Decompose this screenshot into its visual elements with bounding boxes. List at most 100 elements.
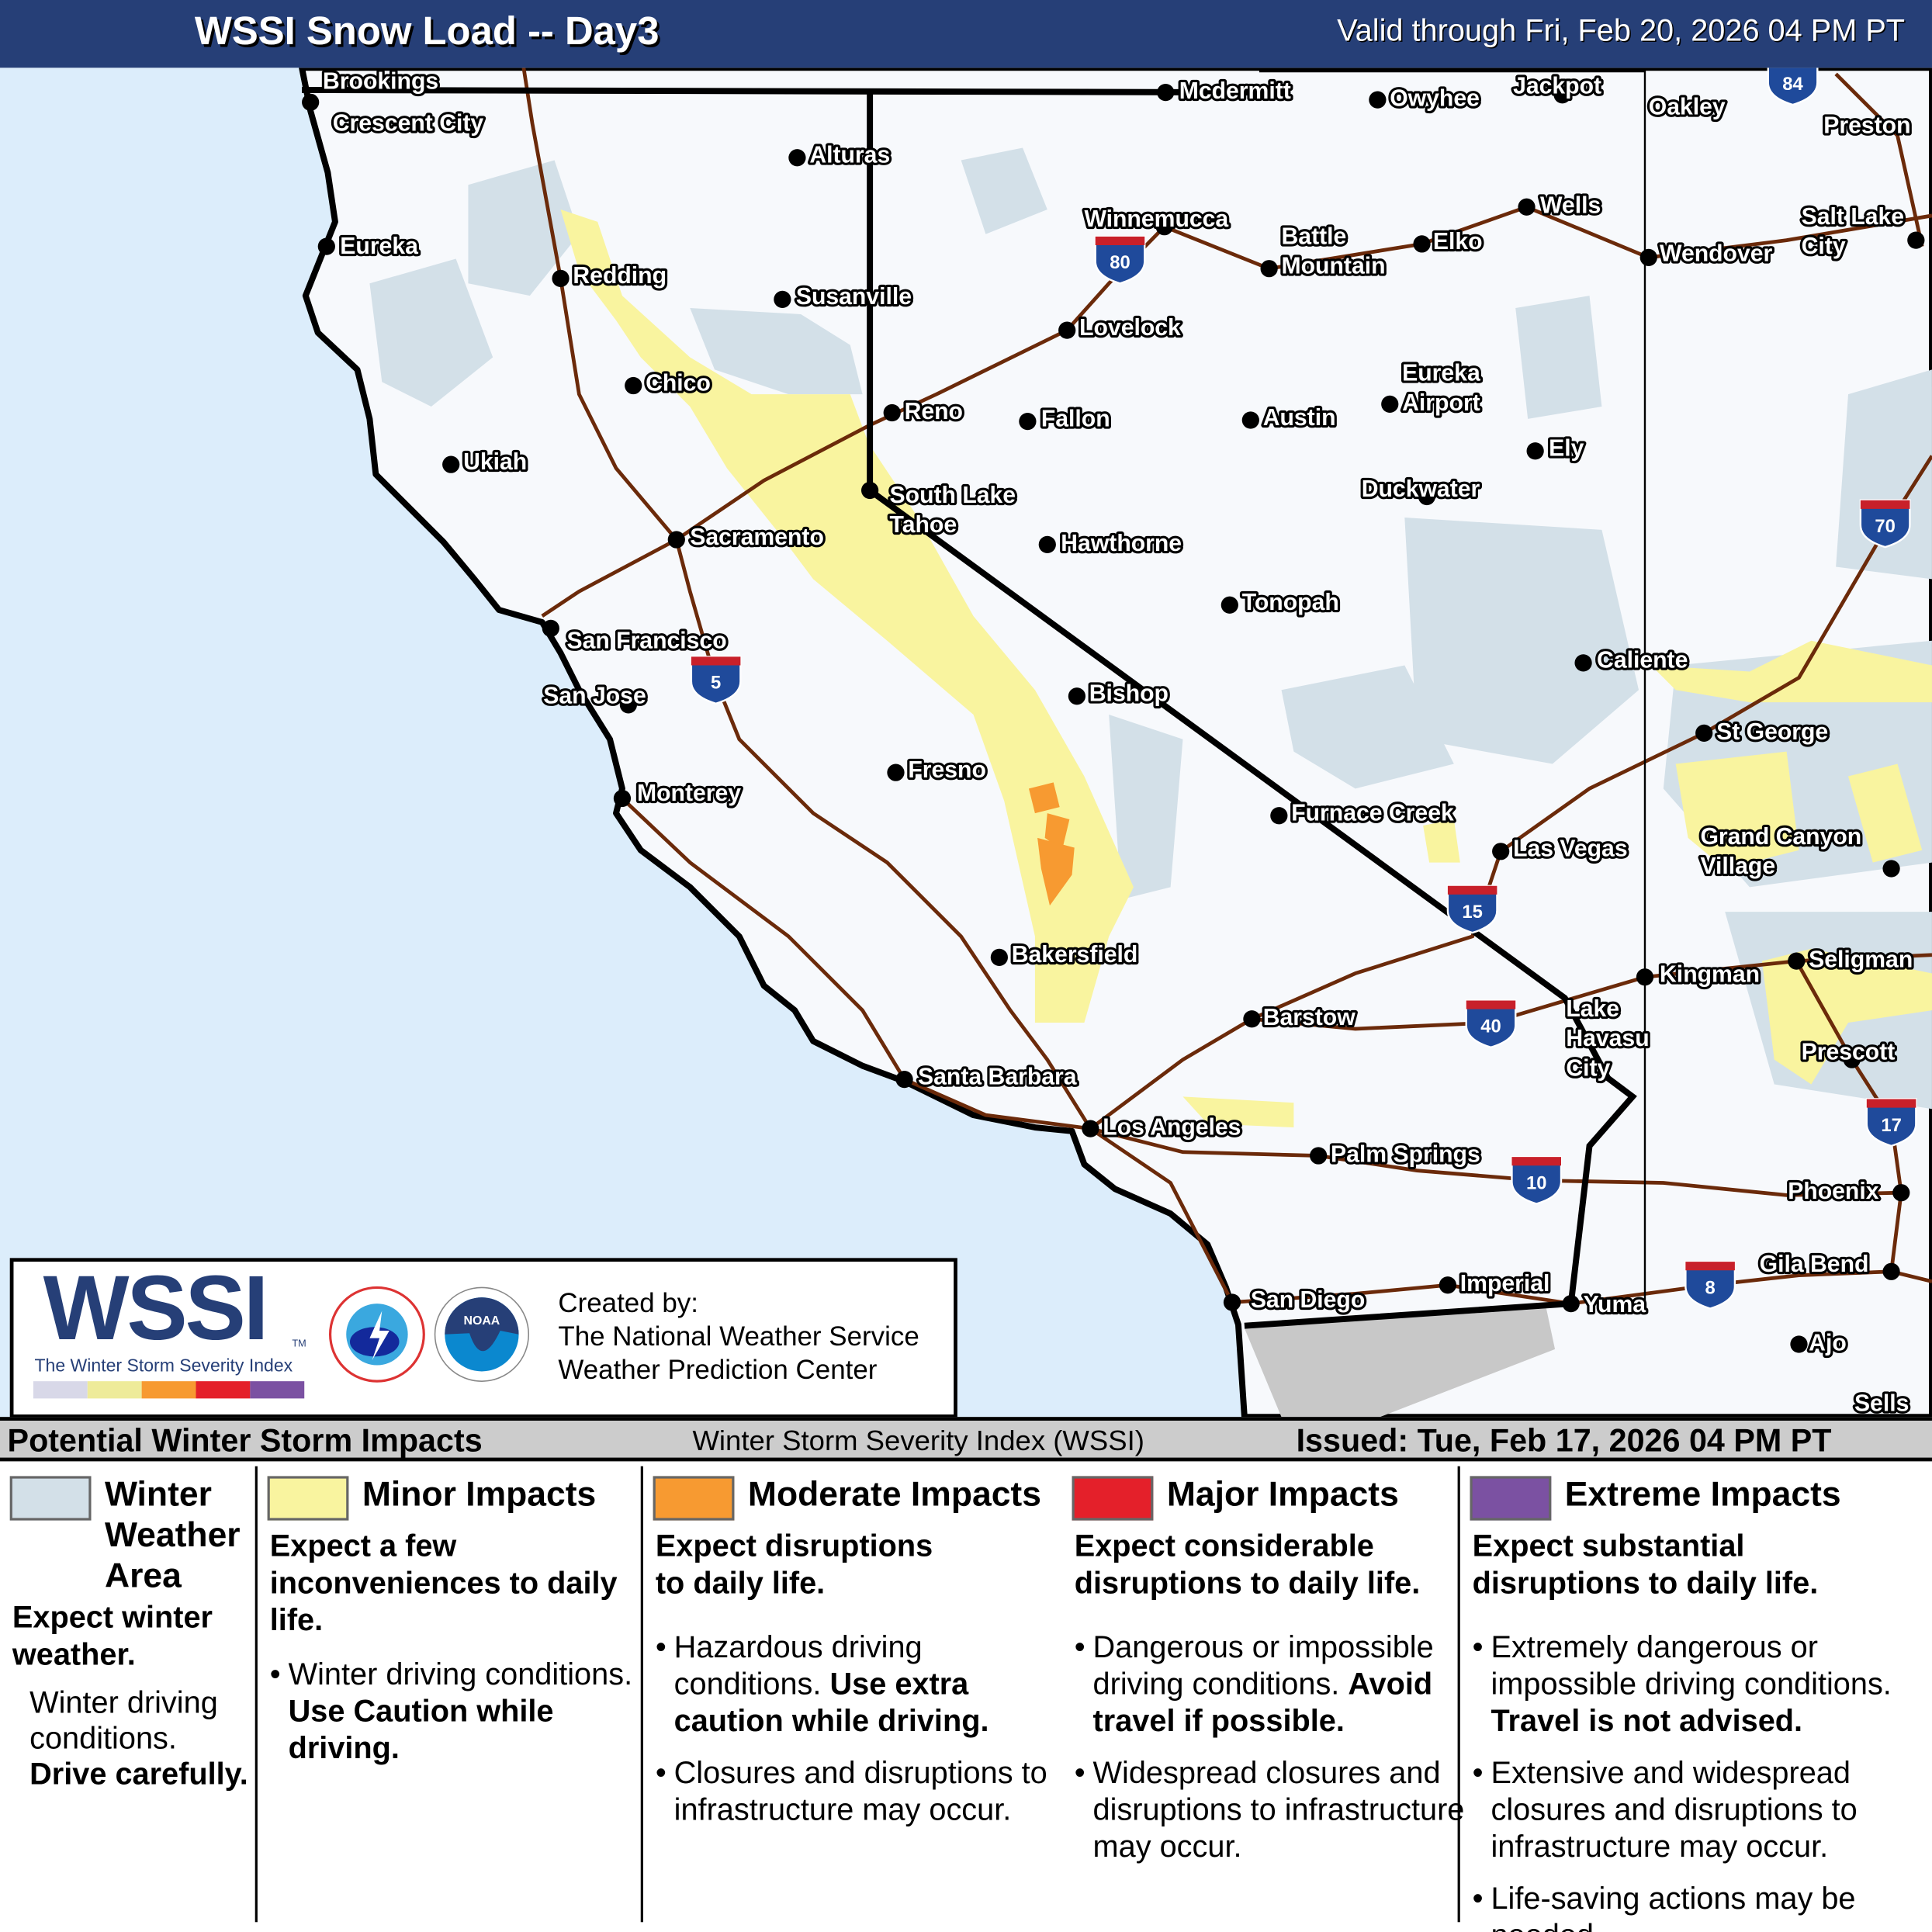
city-san-jose: San Jose — [541, 681, 649, 714]
legend-column: Expect a few inconveniences to daily life.… — [270, 1528, 639, 1767]
heading-line: to daily life. — [655, 1566, 826, 1601]
city-san-diego: San Diego — [1223, 1285, 1367, 1315]
bullet-icon: • — [1074, 1629, 1085, 1665]
city-dot — [1695, 724, 1713, 742]
city-dot — [667, 531, 685, 549]
map: 84 80 70 5 15 40 17 10 8 Brookings Crescent City A… — [0, 68, 1932, 1418]
city-label: Ukiah — [463, 449, 527, 475]
wssi-logo: WSSI — [43, 1256, 269, 1359]
heading-line: disruptions to daily life. — [1074, 1566, 1421, 1601]
noaa-seal-text: NOAA — [464, 1314, 500, 1328]
heading-line: Expect considerable — [1074, 1529, 1374, 1564]
legend-text: Winter driving conditions. Drive carefully… — [29, 1685, 254, 1792]
bullet-icon: • — [1472, 1755, 1484, 1791]
city-dot — [1223, 1293, 1241, 1311]
city-kingman: Kingman — [1657, 952, 1806, 990]
city-dot — [1907, 231, 1925, 249]
city-dot — [1526, 442, 1544, 460]
legend-title-bar: Potential Winter Storm Impacts Winter St… — [0, 1417, 1932, 1462]
city-label: Santa Barbara — [918, 1064, 1077, 1089]
legend-column: Expect considerable disruptions to daily … — [1075, 1528, 1466, 1865]
legend-swatch — [267, 1476, 349, 1521]
city-label: Gila Bend — [1760, 1252, 1869, 1277]
city-label: Barstow — [1263, 1005, 1356, 1030]
city-dot — [861, 481, 879, 500]
legend-category-title: Minor Impacts — [362, 1473, 596, 1514]
city-label: San Francisco — [566, 628, 726, 653]
city-label: San Jose — [543, 684, 646, 709]
city-san-francisco: San Francisco — [542, 619, 729, 656]
city-label: San Diego — [1251, 1287, 1365, 1313]
legend-text-bold: Drive carefully. — [29, 1757, 248, 1792]
city-lovelock: Lovelock — [1058, 313, 1183, 343]
heading-line: weather. — [12, 1637, 136, 1672]
legend-bullet: • Winter driving conditions. Use Caution … — [270, 1656, 639, 1767]
city-reno: Reno — [883, 396, 965, 427]
city-yuma: Yuma — [1562, 1290, 1648, 1320]
minor-impact-areas — [560, 209, 1932, 1128]
city-ukiah: Ukiah — [442, 447, 529, 477]
legend-bullet: •Life-saving actions may be needed. — [1473, 1880, 1932, 1932]
interstate-shields: 84 80 70 5 15 40 17 10 8 — [690, 68, 1917, 1310]
legend-column: Expect disruptions to daily life. • Hazardo… — [656, 1528, 1068, 1828]
legend-category-title: Major Impacts — [1167, 1473, 1399, 1514]
city-dot — [774, 290, 791, 308]
city-dot — [1882, 1262, 1900, 1280]
city-bakersfield: Bakersfield — [990, 940, 1141, 970]
wssi-color-bar — [33, 1381, 305, 1399]
interstate-40-shield-icon: 40 — [1465, 999, 1517, 1049]
city-dot — [1439, 1276, 1457, 1294]
title-line: Weather — [104, 1515, 241, 1554]
city-dot — [1243, 1010, 1261, 1028]
legend-bullet: • Widespread closures and disruptions to … — [1075, 1754, 1466, 1865]
interstate-17-shield-icon: 17 — [1865, 1098, 1917, 1148]
city-dot — [1155, 218, 1173, 236]
legend-heading: Expect substantial disruptions to daily l… — [1473, 1528, 1932, 1601]
city-label: Lake Havasu City — [1566, 996, 1649, 1081]
city-label: Susanville — [796, 284, 912, 310]
city-label: Bakersfield — [1012, 942, 1138, 968]
title-line: Moderate Impacts — [747, 1474, 1041, 1514]
city-wendover: Wendover — [1639, 238, 1775, 269]
city-dot — [317, 237, 335, 255]
heading-line: life. — [269, 1602, 324, 1638]
city-dot — [1068, 687, 1086, 705]
city-label: Las Vegas — [1513, 836, 1628, 862]
city-label: Mcdermitt — [1179, 78, 1291, 104]
city-label: Austin — [1263, 405, 1336, 431]
legend-category-title: Winter Weather Area — [105, 1473, 241, 1595]
org-nws: The National Weather Service — [558, 1321, 919, 1352]
city-hawthorne: Hawthorne — [1038, 528, 1184, 559]
city-label: Tonopah — [1242, 590, 1339, 615]
city-dot — [1553, 86, 1571, 104]
title-line: Minor Impacts — [362, 1474, 597, 1514]
legend-bullet: • Extremely dangerous or impossible drivi… — [1473, 1629, 1932, 1740]
legend-title: Potential Winter Storm Impacts — [7, 1421, 483, 1459]
city-label: Monterey — [637, 781, 741, 806]
city-fresno: Fresno — [887, 755, 989, 785]
bullet-icon: • — [1472, 1629, 1484, 1665]
bullet-bold-text: Avoid travel if possible. — [1092, 1667, 1433, 1739]
logo-box: WSSI TM The Winter Storm Severity Index … — [9, 1256, 957, 1418]
city-dot — [1270, 807, 1288, 825]
legend-column: Expect substantial disruptions to daily l… — [1473, 1528, 1932, 1932]
city-ajo: Ajo — [1790, 1328, 1849, 1359]
interstate-84-shield-icon: 84 — [1767, 68, 1819, 106]
city-austin: Austin — [1241, 403, 1338, 433]
city-seligman: Seligman — [1806, 944, 1915, 975]
city-monterey: Monterey — [613, 778, 743, 808]
issued-time: Issued: Tue, Feb 17, 2026 04 PM PT — [1296, 1421, 1832, 1459]
legend-bullet: • Extensive and widespread closures and d… — [1473, 1754, 1932, 1865]
city-jackpot: Jackpot — [1511, 71, 1604, 104]
city-label: Salt Lake City — [1802, 204, 1904, 259]
moderate-impact-areas — [1028, 782, 1075, 906]
heading-line: Expect a few — [269, 1529, 457, 1564]
city-furnace-creek: Furnace Creek — [1270, 798, 1456, 829]
legend-divider — [640, 1466, 643, 1923]
interstate-number: 8 — [1705, 1277, 1716, 1298]
noaa-seal-icon: NOAA — [434, 1286, 530, 1382]
city-wells: Wells — [1518, 191, 1603, 221]
city-dot — [1157, 83, 1175, 102]
city-dot — [1082, 1120, 1099, 1137]
